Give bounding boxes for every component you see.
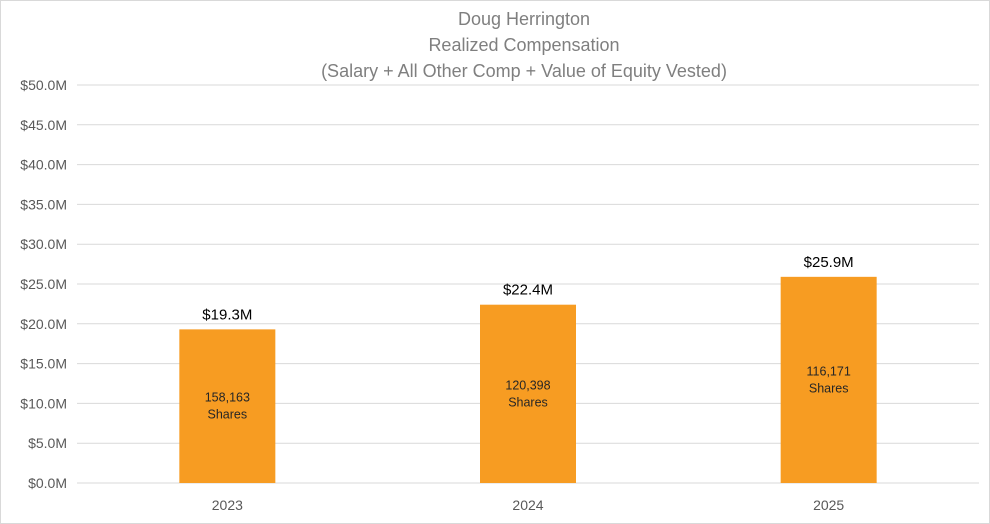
x-tick-label: 2024 (512, 497, 543, 513)
x-tick-label: 2023 (212, 497, 243, 513)
bar-inner-label: 158,163 (205, 391, 250, 405)
y-tick-label: $5.0M (28, 435, 67, 451)
x-axis-ticks: 2023 2024 2025 (212, 497, 845, 513)
bar-value-label: $19.3M (202, 306, 252, 323)
y-tick-label: $25.0M (20, 276, 67, 292)
y-tick-label: $10.0M (20, 395, 67, 411)
bar-inner-label: Shares (208, 408, 248, 422)
y-tick-label: $0.0M (28, 475, 67, 491)
y-tick-label: $50.0M (20, 77, 67, 93)
bar-inner-label: 120,398 (505, 378, 550, 392)
y-tick-label: $40.0M (20, 157, 67, 173)
y-tick-label: $30.0M (20, 236, 67, 252)
y-tick-label: $15.0M (20, 356, 67, 372)
bar-inner-label: Shares (809, 381, 849, 395)
bar-inner-label: Shares (508, 395, 548, 409)
y-axis-ticks: $0.0M $5.0M $10.0M $15.0M $20.0M $25.0M $30.0M… (20, 77, 67, 491)
bar-2025 (780, 276, 877, 483)
bar-inner-label: 116,171 (807, 364, 851, 378)
y-tick-label: $45.0M (20, 117, 67, 133)
x-tick-label: 2025 (813, 497, 844, 513)
chart-title-line-2: Realized Compensation (428, 35, 619, 55)
chart-title: Doug Herrington Realized Compensation (Sal… (321, 9, 727, 81)
bar-2024 (480, 304, 576, 483)
y-tick-label: $35.0M (20, 196, 67, 212)
bar-value-label: $25.9M (804, 254, 854, 271)
chart-title-line-3: (Salary + All Other Comp + Value of Equi… (321, 61, 727, 81)
y-tick-label: $20.0M (20, 316, 67, 332)
bar-value-label: $22.4M (503, 282, 553, 299)
bar-2023 (179, 329, 276, 483)
chart-title-line-1: Doug Herrington (458, 9, 590, 29)
bars: $19.3M 158,163 Shares $22.4M 120,398 Shares $2… (179, 254, 877, 483)
